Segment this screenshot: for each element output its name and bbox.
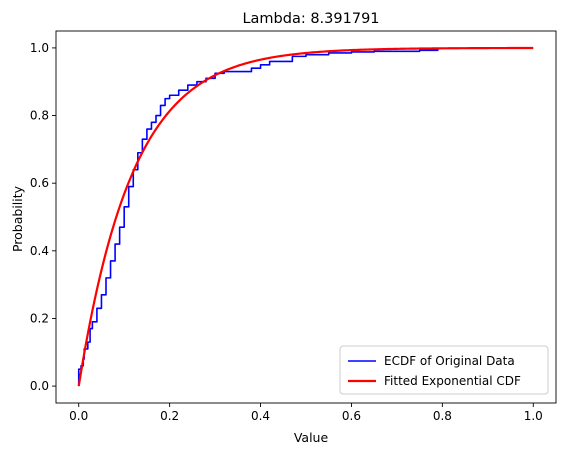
legend-label: ECDF of Original Data — [384, 354, 515, 368]
x-tick-label: 0.4 — [251, 409, 270, 423]
y-tick-label: 0.4 — [30, 244, 49, 258]
y-tick-label: 0.2 — [30, 311, 49, 325]
legend-label: Fitted Exponential CDF — [384, 374, 521, 388]
y-tick-label: 0.6 — [30, 176, 49, 190]
x-tick-label: 0.0 — [69, 409, 88, 423]
x-tick-label: 0.2 — [160, 409, 179, 423]
y-tick-label: 1.0 — [30, 41, 49, 55]
x-tick-label: 0.6 — [342, 409, 361, 423]
y-axis-label: Probability — [10, 185, 25, 252]
y-tick-label: 0.0 — [30, 379, 49, 393]
chart-title: Lambda: 8.391791 — [242, 11, 379, 27]
x-tick-label: 1.0 — [524, 409, 543, 423]
x-axis-label: Value — [294, 430, 329, 445]
x-tick-label: 0.8 — [433, 409, 452, 423]
legend: ECDF of Original Data Fitted Exponential … — [340, 346, 548, 394]
y-tick-label: 0.8 — [30, 109, 49, 123]
